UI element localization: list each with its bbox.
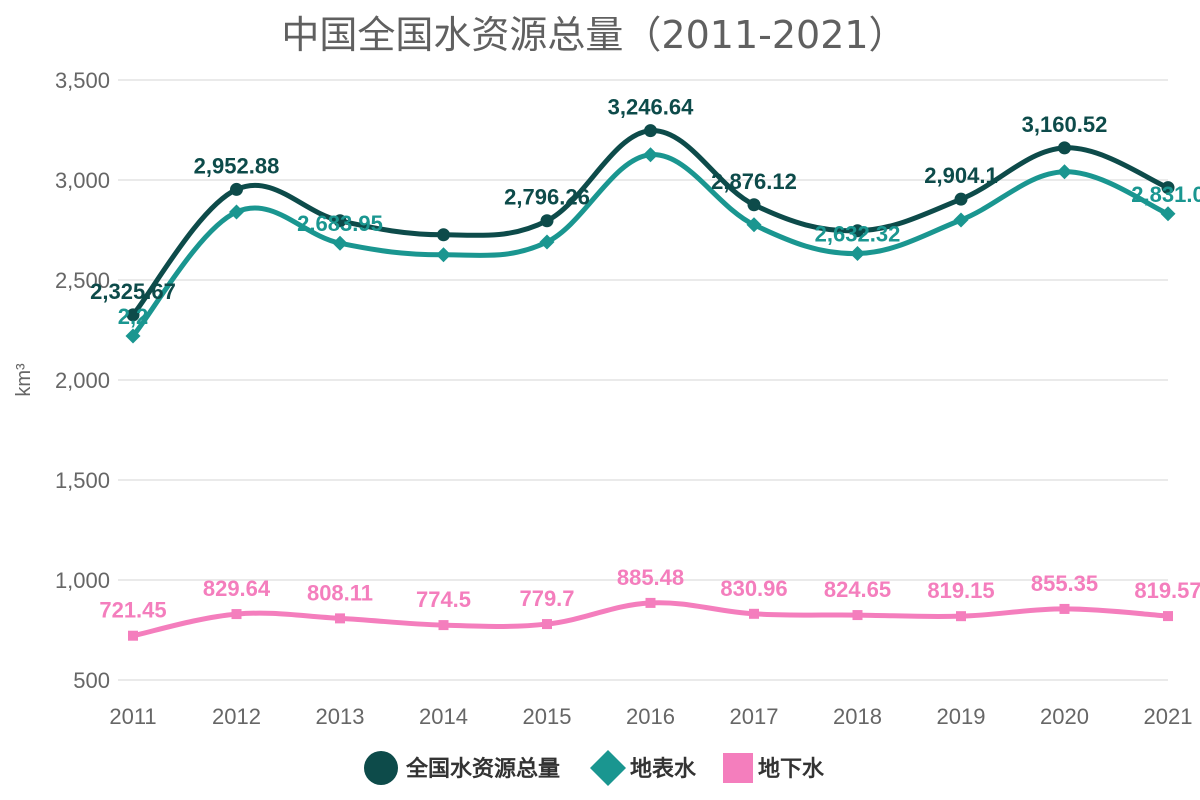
data-point-surface <box>125 328 141 344</box>
chart-title: 中国全国水资源总量（2011-2021） <box>281 13 907 57</box>
data-label-surface: 2,2 <box>118 304 149 329</box>
data-point-surface <box>1160 206 1176 222</box>
data-label-ground: 885.48 <box>617 565 684 590</box>
data-point-ground <box>645 597 656 608</box>
data-label-total: 3,246.64 <box>608 95 694 120</box>
data-point-surface <box>746 217 762 233</box>
data-point-ground <box>542 619 552 630</box>
data-point-total <box>747 198 761 212</box>
data-label-ground: 808.11 <box>307 580 373 605</box>
x-tick-label: 2019 <box>937 704 986 729</box>
y-tick-label: 2,000 <box>55 368 110 393</box>
legend[interactable]: 全国水资源总量 地表水 地下水 <box>364 750 825 786</box>
data-label-total: 2,325.67 <box>90 279 176 304</box>
data-point-total <box>540 214 554 228</box>
data-point-total <box>230 182 243 196</box>
data-label-surface: 2,683.95 <box>297 211 383 236</box>
data-point-ground <box>852 610 863 621</box>
data-label-ground: 819.15 <box>927 578 994 603</box>
data-label-ground: 721.45 <box>99 598 166 623</box>
data-label-ground: 829.64 <box>203 576 271 601</box>
data-point-surface <box>953 212 969 228</box>
data-point-surface <box>643 147 658 163</box>
data-point-ground <box>231 609 242 620</box>
data-point-ground <box>956 611 966 622</box>
legend-marker <box>590 750 626 786</box>
data-point-ground <box>438 620 449 631</box>
data-point-surface <box>332 235 348 251</box>
y-axis-label: km³ <box>13 363 35 397</box>
legend-marker <box>364 751 398 785</box>
data-label-surface: 2,632.32 <box>815 222 901 247</box>
data-label-total: 3,160.52 <box>1022 112 1108 137</box>
data-point-ground <box>128 630 138 641</box>
data-label-total: 2,876.12 <box>711 169 797 194</box>
x-tick-label: 2020 <box>1040 704 1089 729</box>
x-tick-label: 2018 <box>833 704 882 729</box>
legend-item-surface[interactable]: 地表水 <box>590 750 697 786</box>
data-label-ground: 855.35 <box>1031 571 1098 596</box>
legend-label: 地下水 <box>758 756 825 781</box>
y-tick-label: 500 <box>73 668 110 693</box>
legend-label: 地表水 <box>630 756 697 781</box>
x-tick-label: 2012 <box>212 704 261 729</box>
y-tick-label: 3,500 <box>55 68 110 93</box>
data-point-surface <box>850 246 865 262</box>
data-label-ground: 824.65 <box>824 577 891 602</box>
data-labels: 2,325.67 2,952.88 2,796.26 3,246.64 2,876.12… <box>90 95 1200 623</box>
legend-item-ground[interactable]: 地下水 <box>723 753 825 783</box>
data-point-total <box>333 214 347 228</box>
x-tick-label: 2014 <box>419 704 468 729</box>
data-label-ground: 830.96 <box>720 576 787 601</box>
x-tick-label: 2015 <box>523 704 572 729</box>
data-point-surface <box>436 247 451 263</box>
data-label-surface: 2,831.0 <box>1131 182 1200 207</box>
data-point-total <box>126 308 140 322</box>
x-tick-label: 2016 <box>626 704 675 729</box>
x-tick-label: 2017 <box>730 704 779 729</box>
data-point-total <box>1161 181 1175 195</box>
x-tick-label: 2011 <box>109 704 156 729</box>
legend-label: 全国水资源总量 <box>405 756 560 781</box>
data-point-ground <box>335 613 345 624</box>
data-point-surface <box>229 204 244 220</box>
data-point-ground <box>749 608 759 619</box>
y-tick-label: 1,000 <box>55 568 110 593</box>
data-point-total <box>437 228 450 242</box>
y-tick-label: 2,500 <box>55 268 110 293</box>
series <box>125 124 1176 641</box>
data-point-total <box>851 224 864 238</box>
axes: 500 1,000 1,500 2,000 2,500 3,000 3,500 2011 201… <box>55 68 1193 729</box>
x-tick-label: 2013 <box>316 704 365 729</box>
data-label-total: 2,952.88 <box>194 153 280 178</box>
data-point-total <box>954 192 968 206</box>
x-tick-label: 2021 <box>1144 704 1193 729</box>
data-point-total <box>644 124 657 138</box>
data-point-ground <box>1059 603 1070 614</box>
y-tick-label: 3,000 <box>55 168 110 193</box>
data-point-total <box>1058 141 1071 155</box>
data-point-surface <box>539 234 555 250</box>
data-label-total: 2,904.1 <box>924 163 997 188</box>
y-tick-label: 1,500 <box>55 468 110 493</box>
data-label-ground: 774.5 <box>416 587 471 612</box>
data-label-ground: 779.7 <box>519 586 574 611</box>
data-label-ground: 819.57 <box>1134 578 1200 603</box>
legend-marker <box>723 753 753 783</box>
series-line-surface <box>130 152 1171 339</box>
data-label-total: 2,796.26 <box>504 185 590 210</box>
data-point-surface <box>1057 164 1072 180</box>
data-point-ground <box>1163 611 1173 622</box>
legend-item-total[interactable]: 全国水资源总量 <box>364 751 560 785</box>
